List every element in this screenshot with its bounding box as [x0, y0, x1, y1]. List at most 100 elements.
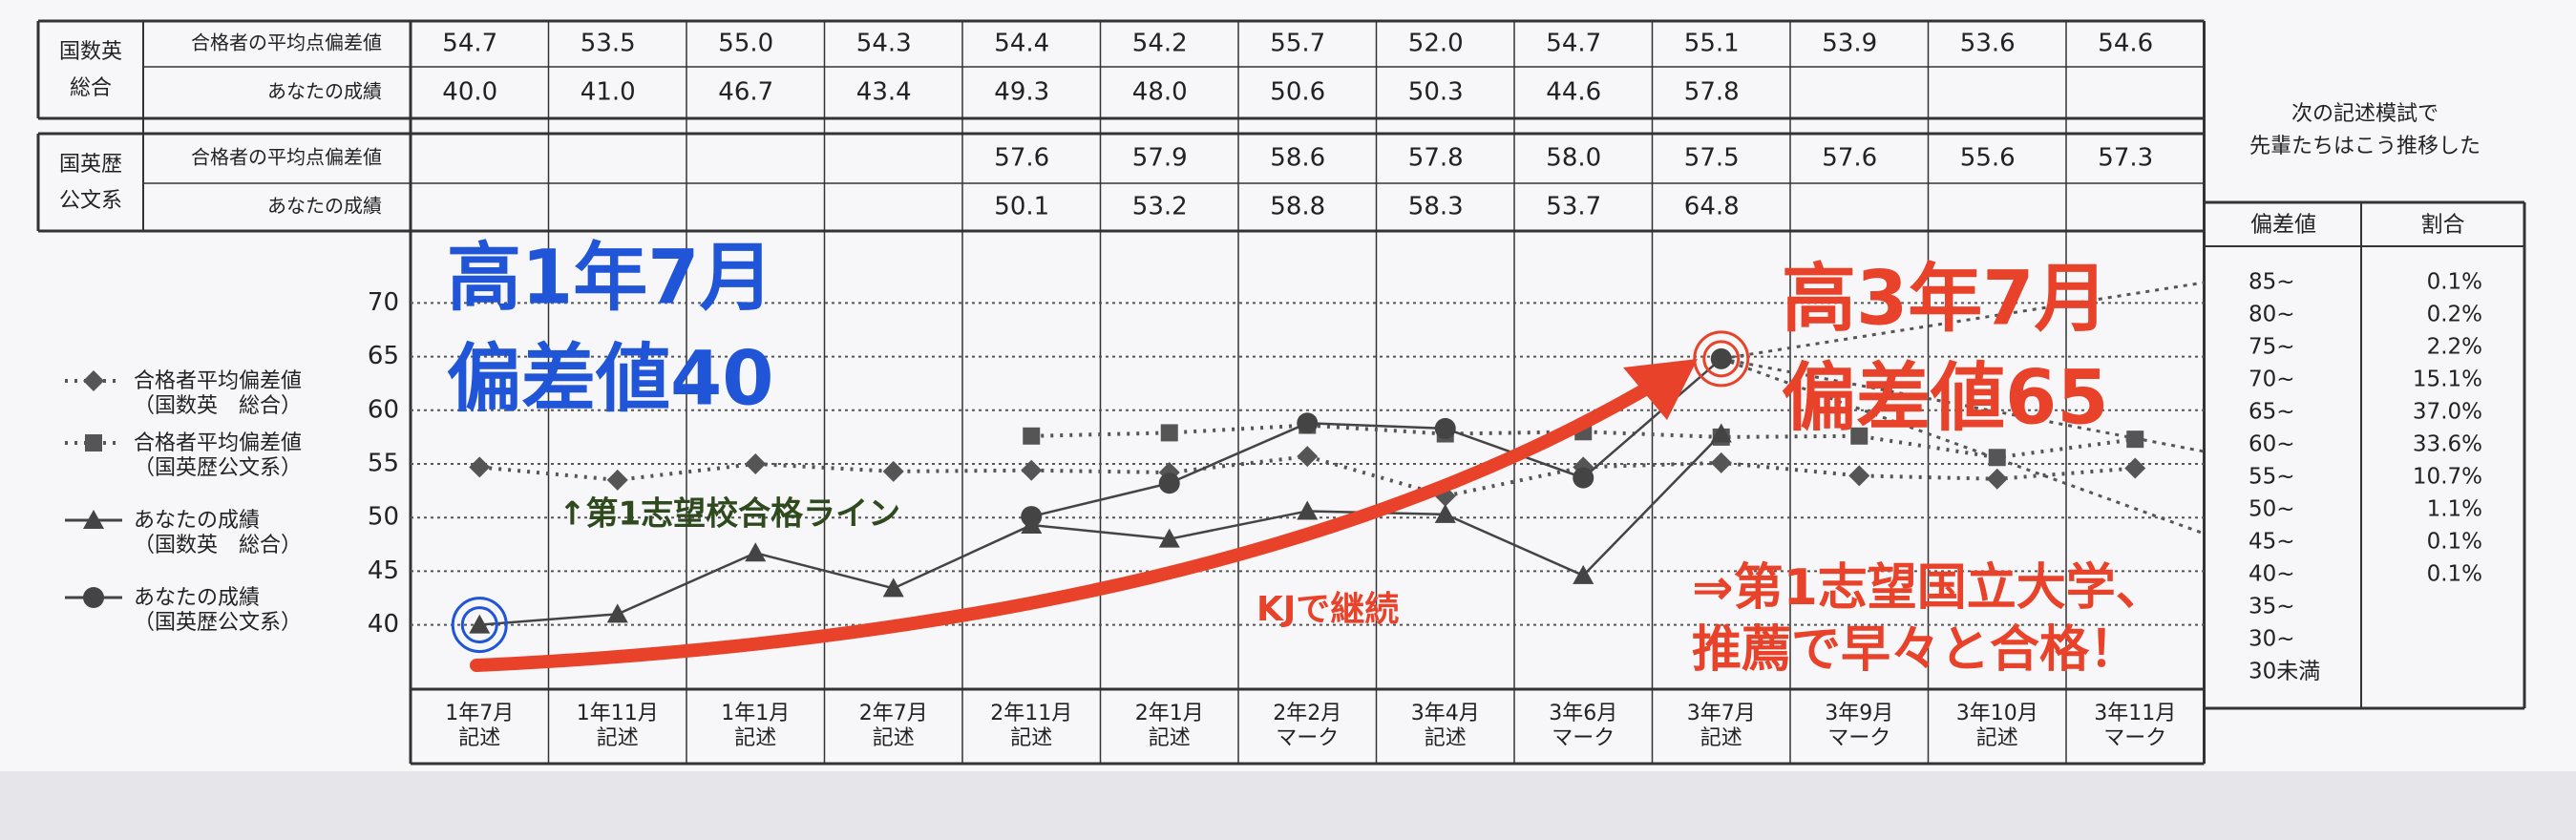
cell: 53.7 [1546, 193, 1601, 221]
series-line [1031, 423, 2136, 460]
marker [606, 469, 628, 491]
cell: 54.3 [856, 30, 912, 58]
marker [882, 460, 904, 482]
cell: 54.2 [1132, 30, 1188, 58]
cell: 53.5 [581, 30, 636, 58]
marker [1573, 564, 1594, 584]
side-label: 50~ [2249, 497, 2295, 522]
cell: 58.0 [1546, 144, 1601, 173]
marker [469, 456, 491, 478]
marker [745, 542, 767, 562]
marker [1297, 412, 1319, 434]
cell: 57.5 [1684, 144, 1740, 173]
x-tick-label: 2年11月記述 [990, 702, 1072, 750]
marker [1710, 452, 1732, 473]
group-label: 総合 [70, 76, 112, 100]
cell: 41.0 [581, 78, 636, 107]
cell: 54.4 [994, 30, 1049, 58]
y-tick-label: 40 [368, 610, 399, 639]
side-value: 0.1% [2427, 562, 2482, 587]
side-value: 33.6% [2413, 432, 2482, 457]
arrow-head [1623, 359, 1698, 420]
y-tick-label: 45 [368, 556, 399, 585]
side-title: 次の記述模試で [2291, 102, 2439, 126]
marker [1158, 472, 1180, 494]
side-value: 0.1% [2427, 270, 2482, 295]
marker [1158, 528, 1180, 548]
side-value: 10.7% [2413, 465, 2482, 490]
x-tick-label: 3年9月マーク [1825, 702, 1893, 750]
marker [1297, 446, 1319, 468]
x-tick-label: 1年7月記述 [445, 702, 514, 750]
x-tick-label: 3年4月記述 [1411, 702, 1480, 750]
x-tick-label: 2年7月記述 [859, 702, 928, 750]
marker [469, 614, 491, 634]
legend-label: あなたの成績（国数英 総合） [134, 509, 302, 557]
series-line [479, 432, 1722, 626]
cell: 57.6 [994, 144, 1049, 173]
side-label: 30~ [2249, 627, 2295, 652]
cell: 55.0 [718, 30, 773, 58]
side-value: 1.1% [2427, 497, 2482, 522]
annotation: 偏差値65 [1782, 355, 2109, 441]
y-tick-label: 70 [368, 288, 399, 317]
cell: 57.3 [2098, 144, 2153, 173]
cell: 54.7 [442, 30, 497, 58]
annotation: ↑第1志望校合格ライン [559, 495, 900, 534]
y-tick-label: 60 [368, 395, 399, 424]
cell: 55.6 [1960, 144, 2016, 173]
paper [0, 0, 2576, 771]
side-label: 70~ [2249, 368, 2295, 392]
side-label: 80~ [2249, 303, 2295, 327]
side-label: 85~ [2249, 270, 2295, 295]
marker [745, 453, 767, 474]
y-tick-label: 65 [368, 342, 399, 370]
x-tick-label: 1年1月記述 [721, 702, 790, 750]
marker [1986, 468, 2008, 490]
x-tick-label: 3年11月マーク [2094, 702, 2176, 750]
marker [2124, 457, 2146, 479]
marker [1023, 427, 1041, 445]
y-tick-label: 55 [368, 450, 399, 478]
cell: 54.7 [1546, 30, 1601, 58]
annotation: 偏差値40 [447, 336, 774, 422]
cell: 52.0 [1408, 30, 1464, 58]
cell: 50.3 [1408, 78, 1464, 107]
marker [1021, 459, 1043, 481]
marker [1710, 347, 1732, 369]
legend-label: 合格者平均偏差値（国数英 総合） [134, 369, 302, 418]
highlight-ring [460, 606, 498, 644]
x-tick-label: 3年7月記述 [1687, 702, 1756, 750]
group-label: 国英歴 [59, 153, 122, 177]
marker [1710, 423, 1732, 443]
marker [1848, 465, 1870, 487]
row-label: あなたの成績 [267, 80, 382, 103]
legend-marker [83, 587, 104, 608]
side-title: 先輩たちはこう推移した [2249, 135, 2481, 158]
annotation: 高1年7月 [447, 235, 774, 321]
marker [1297, 500, 1319, 520]
cell: 50.6 [1270, 78, 1325, 107]
cell: 57.9 [1132, 144, 1188, 173]
legend-label: あなたの成績（国英歴公文系） [134, 586, 302, 635]
cell: 50.1 [994, 193, 1049, 221]
marker [2126, 430, 2144, 449]
cell: 64.8 [1684, 193, 1740, 221]
side-label: 30未満 [2249, 660, 2320, 684]
cell: 57.6 [1822, 144, 1877, 173]
row-label: 合格者の平均点偏差値 [191, 146, 382, 169]
cell: 58.8 [1270, 193, 1325, 221]
marker [1434, 417, 1456, 439]
cell: 48.0 [1132, 78, 1188, 107]
side-label: 75~ [2249, 335, 2295, 360]
cell: 46.7 [718, 78, 773, 107]
group-label: 国数英 [59, 40, 122, 64]
cell: 44.6 [1546, 78, 1601, 107]
x-tick-label: 3年10月記述 [1956, 702, 2038, 750]
marker [1573, 467, 1594, 489]
row-label: あなたの成績 [267, 195, 382, 218]
side-value: 0.2% [2427, 303, 2482, 327]
cell: 53.9 [1822, 30, 1877, 58]
side-label: 45~ [2249, 530, 2295, 555]
